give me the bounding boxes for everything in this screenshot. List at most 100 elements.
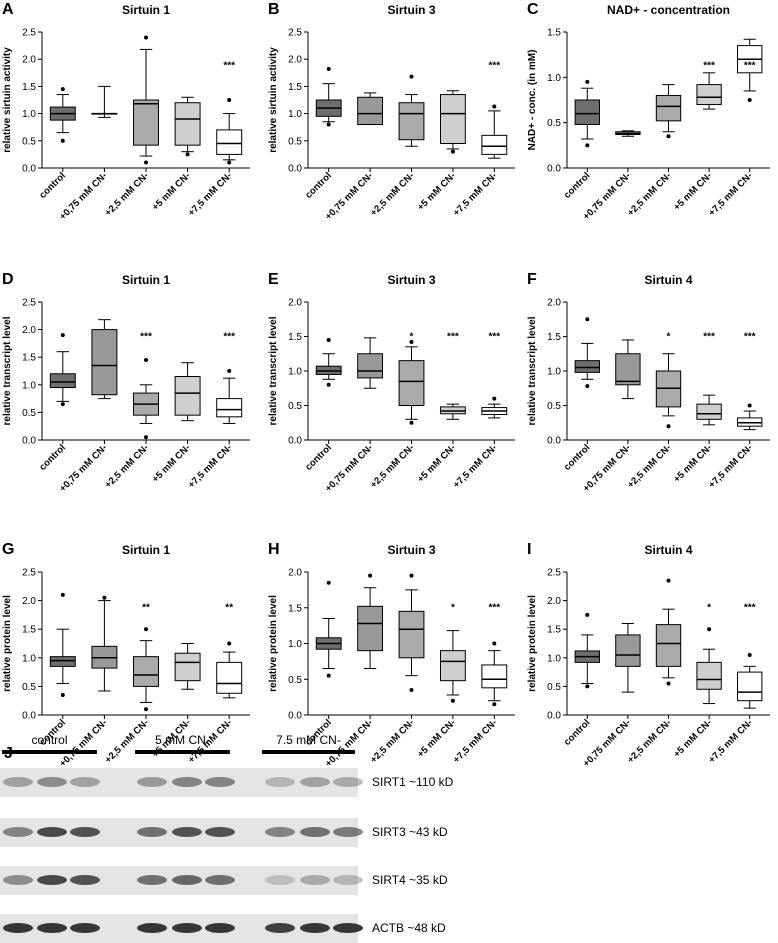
outlier [326, 66, 331, 71]
blot-band [137, 777, 167, 787]
outlier [585, 684, 590, 689]
blot-band [137, 875, 167, 885]
box [696, 403, 722, 420]
box [615, 353, 641, 386]
box [216, 129, 243, 155]
outlier [326, 673, 331, 678]
blot-band [137, 923, 167, 933]
y-tick-label: 0.0 [288, 711, 302, 722]
chart-title: NAD+ - concentration [607, 3, 730, 17]
outlier [60, 592, 65, 597]
outlier [747, 98, 752, 102]
box [481, 134, 508, 155]
x-tick-label: +7,5 mM CN- [707, 442, 755, 490]
y-tick-label: 1.5 [288, 603, 302, 614]
significance: *** [703, 331, 715, 342]
blot-band [3, 923, 33, 933]
x-tick-label: +2,5 mM CN- [368, 170, 416, 218]
significance: ** [142, 603, 150, 614]
box [91, 329, 118, 396]
outlier [492, 396, 497, 401]
outlier [227, 369, 232, 373]
outlier [144, 357, 148, 362]
significance: *** [447, 331, 459, 342]
significance: * [410, 331, 414, 342]
box [133, 99, 159, 146]
blot-band [172, 875, 202, 885]
significance: *** [744, 61, 756, 72]
group-bar [262, 750, 355, 754]
outlier [326, 382, 331, 387]
blot-band [70, 777, 100, 787]
blot-band [300, 827, 330, 837]
y-tick-label: 1.5 [547, 625, 561, 636]
y-axis-label: relative transcript level [527, 316, 538, 425]
x-tick-label: control [562, 170, 593, 201]
blot-band [333, 923, 363, 933]
blot-band [300, 777, 330, 787]
blot-band [333, 827, 363, 837]
y-tick-label: 2.0 [547, 596, 561, 607]
x-tick-label: +5 mM CN- [672, 717, 715, 760]
blot-band [265, 875, 295, 885]
y-tick-label: 1.5 [22, 625, 36, 636]
outlier [60, 333, 65, 338]
x-tick-label: +5 mM CN- [150, 170, 193, 213]
x-tick-label: +7,5 mM CN- [707, 717, 755, 765]
outlier [144, 707, 148, 712]
box [655, 94, 682, 122]
y-tick-label: 1.5 [547, 28, 561, 39]
outlier [409, 687, 414, 692]
y-axis-label: relative sirtuin activity [2, 47, 13, 153]
y-tick-label: 0.5 [22, 682, 36, 693]
y-tick-label: 0.5 [547, 401, 561, 412]
x-tick-label: control [37, 442, 68, 473]
y-tick-label: 1.0 [288, 367, 302, 378]
x-tick-label: +5 mM CN- [672, 170, 715, 213]
y-tick-label: 2.5 [288, 28, 302, 39]
box [357, 96, 384, 125]
outlier [666, 424, 671, 429]
chart-title: Sirtuin 1 [122, 543, 170, 557]
outlier [409, 420, 414, 425]
group-label: control [31, 733, 67, 747]
blot-band [265, 777, 295, 787]
y-tick-label: 2.5 [22, 568, 36, 579]
significance: *** [744, 603, 756, 614]
box [357, 353, 384, 379]
outlier [707, 627, 712, 632]
outlier [492, 104, 497, 109]
box [174, 652, 201, 682]
significance: * [667, 331, 671, 342]
y-tick-label: 1.0 [547, 73, 561, 84]
box [574, 360, 600, 373]
outlier [368, 573, 373, 578]
chart-title: Sirtuin 3 [387, 543, 435, 557]
group-bar [2, 750, 97, 754]
outlier [450, 149, 455, 154]
x-tick-label: +2,5 mM CN- [625, 170, 673, 218]
x-tick-label: +7,5 mM CN- [186, 442, 234, 490]
box [696, 661, 722, 690]
box [174, 102, 201, 146]
outlier [747, 652, 752, 657]
blot-band [70, 875, 100, 885]
y-tick-label: 0.5 [22, 408, 36, 419]
panel-letter: B [268, 1, 280, 18]
blot-band [333, 875, 363, 885]
blot-band [300, 923, 330, 933]
outlier [60, 87, 65, 92]
blot-band [300, 875, 330, 885]
chart-title: Sirtuin 1 [122, 3, 170, 17]
outlier [227, 641, 232, 646]
significance: ** [225, 603, 233, 614]
x-tick-label: +7,5 mM CN- [186, 170, 234, 218]
outlier [60, 402, 65, 407]
x-tick-label: +5 mM CN- [415, 442, 458, 485]
panel-letter: C [527, 1, 539, 18]
y-axis-label: relative transcript level [2, 316, 13, 425]
box [398, 102, 425, 141]
y-tick-label: 2.0 [547, 298, 561, 309]
blot-band [37, 923, 67, 933]
blot-band [172, 923, 202, 933]
